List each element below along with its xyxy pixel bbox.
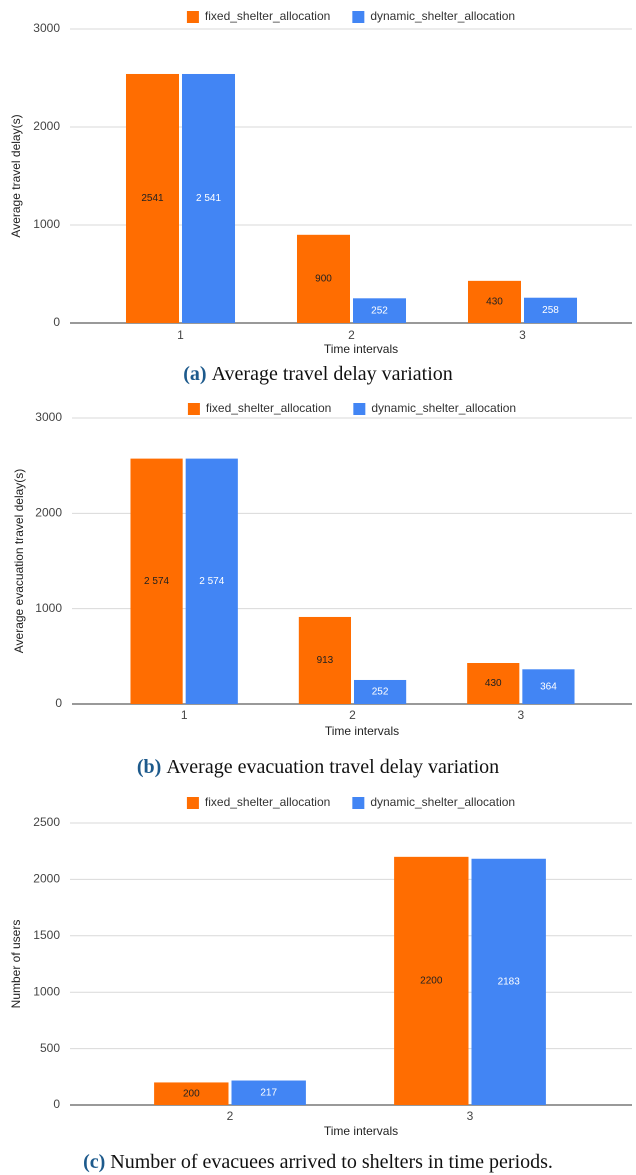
x-tick-label: 2 [349,708,356,722]
caption: (c) Number of evacuees arrived to shelter… [83,1151,553,1173]
legend-swatch [352,11,365,23]
data-label: 900 [315,274,332,285]
legend-label: fixed_shelter_allocation [206,401,331,415]
legend: fixed_shelter_allocation dynamic_shelter_… [186,9,515,23]
bar [130,458,183,704]
y-tick-label: 3000 [35,410,62,424]
bar [524,297,578,323]
legend-swatch [186,797,199,809]
bar [353,298,407,323]
y-tick-label: 0 [55,696,62,710]
data-label: 252 [371,305,388,316]
x-tick-label: 2 [227,1109,234,1123]
bar [125,73,179,324]
y-tick-label: 3000 [33,21,60,35]
legend-label: fixed_shelter_allocation [205,9,330,23]
y-tick-label: 1500 [33,928,60,942]
caption-text: Average evacuation travel delay variatio… [166,756,499,778]
legend-label: fixed_shelter_allocation [205,795,330,809]
data-label: 2 574 [144,576,169,587]
caption-label: (b) [137,756,161,778]
x-tick-label: 1 [177,328,184,342]
bar [154,1082,229,1105]
caption-text: Average travel delay variation [212,363,453,385]
y-tick-label: 1000 [33,984,60,998]
y-tick-label: 500 [40,1041,60,1055]
x-tick-label: 2 [348,328,355,342]
y-tick-label: 0 [53,315,60,329]
y-tick-label: 0 [53,1097,60,1111]
caption-label: (a) [183,363,206,385]
data-label: 2183 [498,977,521,988]
x-tick-label: 3 [467,1109,474,1123]
legend: fixed_shelter_allocation dynamic_shelter_… [186,795,515,809]
caption: (b) Average evacuation travel delay varia… [137,756,499,778]
y-axis-title: Average evacuation travel delay(s) [12,469,26,654]
legend-swatch [186,11,199,23]
caption-text: Number of evacuees arrived to shelters i… [110,1151,553,1173]
caption: (a) Average travel delay variation [183,363,453,385]
bar [394,856,469,1105]
data-label: 913 [317,655,334,666]
legend-label: dynamic_shelter_allocation [370,9,515,23]
legend-swatch [187,403,200,415]
data-label: 2 574 [199,576,224,587]
x-axis-title: Time intervals [324,1124,398,1138]
x-tick-label: 3 [517,708,524,722]
y-tick-label: 1000 [33,217,60,231]
data-label: 252 [372,687,389,698]
data-label: 258 [542,305,559,316]
bar [467,663,520,704]
y-tick-label: 2000 [35,506,62,520]
data-label: 217 [260,1087,277,1098]
bar [354,679,407,704]
bar [182,73,236,324]
y-tick-label: 1000 [35,601,62,615]
data-label: 430 [485,678,502,689]
data-label: 430 [486,297,503,308]
bar [296,234,350,323]
caption-label: (c) [83,1151,105,1173]
data-label: 200 [183,1088,200,1099]
y-tick-label: 2500 [33,815,60,829]
x-axis-title: Time intervals [324,342,398,356]
legend-label: dynamic_shelter_allocation [371,401,516,415]
legend-swatch [352,797,365,809]
y-axis-title: Number of users [9,920,23,1009]
y-tick-label: 2000 [33,872,60,886]
x-tick-label: 1 [181,708,188,722]
bar [298,616,351,704]
x-axis-title: Time intervals [325,724,399,738]
bar [522,669,575,704]
bar [231,1080,306,1105]
y-tick-label: 2000 [33,119,60,133]
bar [185,458,238,704]
legend-label: dynamic_shelter_allocation [370,795,515,809]
data-label: 2 541 [196,193,221,204]
legend-swatch [353,403,366,415]
data-label: 364 [540,681,557,692]
bar [471,858,546,1105]
legend: fixed_shelter_allocation dynamic_shelter_… [187,401,516,415]
bar [467,280,521,323]
data-label: 2200 [420,976,443,987]
y-axis-title: Average travel delay(s) [9,114,23,237]
data-label: 2541 [141,193,164,204]
x-tick-label: 3 [519,328,526,342]
